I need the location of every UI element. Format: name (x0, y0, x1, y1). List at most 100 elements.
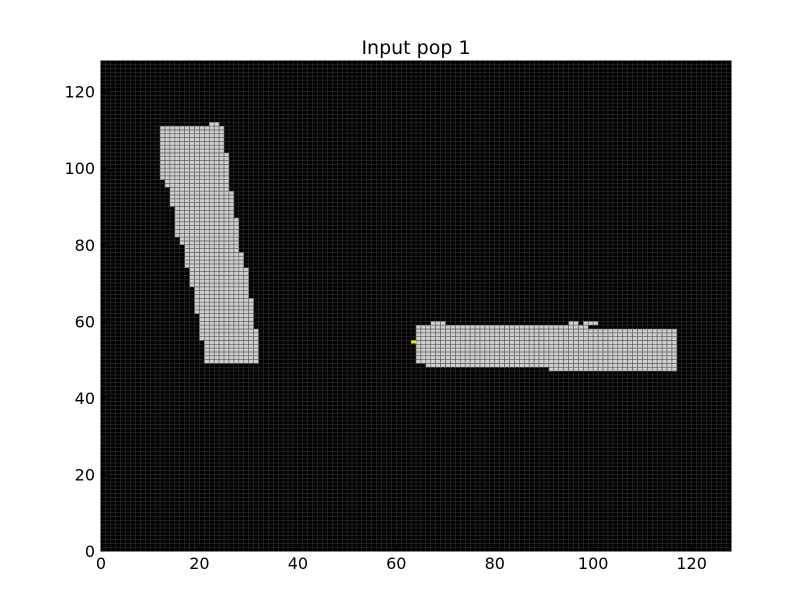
active-cell (578, 336, 584, 341)
active-cell (573, 321, 579, 326)
active-cell (194, 198, 200, 203)
active-cell (543, 347, 550, 353)
active-cell (484, 363, 491, 368)
active-cell (548, 355, 555, 360)
active-cell (223, 275, 230, 280)
y-tick-label: 0 (85, 542, 95, 561)
active-cell (213, 343, 220, 349)
active-cell (204, 240, 210, 246)
active-cell (199, 167, 205, 173)
active-cell (671, 363, 678, 368)
active-cell (233, 232, 240, 238)
active-cell (578, 351, 584, 357)
y-tick-label: 60 (75, 312, 95, 331)
active-cell (612, 332, 619, 337)
active-cell (612, 351, 619, 357)
active-cell (553, 340, 560, 345)
active-cell (415, 328, 422, 334)
active-cell (218, 305, 225, 311)
active-cell (253, 347, 259, 353)
highlighted-cell (411, 340, 416, 344)
active-cell (174, 137, 181, 142)
active-cell (204, 171, 210, 177)
active-cell (218, 187, 225, 192)
active-cell (474, 328, 481, 334)
active-cell (213, 294, 220, 299)
active-cell (563, 363, 569, 368)
y-tick-label: 40 (75, 389, 95, 408)
active-cell (459, 359, 466, 364)
active-cell (233, 240, 240, 246)
active-cell (184, 202, 190, 207)
active-cell (189, 236, 195, 242)
active-cell (189, 133, 195, 138)
active-cell (174, 125, 181, 131)
active-cell (548, 366, 555, 372)
active-cell (494, 336, 500, 341)
active-cell (592, 366, 599, 372)
active-cell (573, 351, 579, 357)
active-cell (164, 133, 171, 138)
active-cell (218, 282, 225, 288)
active-cell (199, 175, 205, 180)
active-cell (228, 347, 235, 353)
active-cell (204, 290, 210, 295)
active-cell (602, 332, 609, 337)
active-cell (651, 347, 658, 353)
active-cell (213, 194, 220, 200)
active-cell (656, 340, 663, 345)
active-cell (243, 313, 249, 318)
active-cell (199, 321, 205, 326)
active-cell (213, 332, 220, 337)
active-cell (425, 343, 432, 349)
active-cell (174, 179, 181, 184)
active-cell (213, 305, 220, 311)
active-cell (213, 217, 220, 223)
active-cell (642, 340, 648, 345)
active-cell (189, 255, 195, 261)
active-cell (223, 209, 230, 215)
active-cell (592, 363, 599, 368)
plot-area (100, 60, 732, 552)
active-cell (174, 213, 181, 219)
active-cell (622, 336, 628, 341)
active-cell (179, 229, 185, 234)
active-cell (627, 351, 633, 357)
active-cell (204, 167, 210, 173)
active-cell (568, 340, 574, 345)
active-cell (233, 301, 240, 307)
active-cell (445, 347, 451, 353)
active-cell (213, 156, 220, 161)
active-cell (204, 183, 210, 188)
active-cell (228, 217, 235, 223)
active-cell (228, 298, 235, 303)
active-cell (548, 359, 555, 364)
active-cell (223, 190, 230, 196)
active-cell (223, 229, 230, 234)
active-cell (199, 194, 205, 200)
active-cell (208, 271, 215, 276)
active-cell (184, 148, 190, 154)
active-cell (218, 317, 225, 322)
active-cell (199, 240, 205, 246)
active-cell (194, 275, 200, 280)
active-cell (538, 351, 545, 357)
active-cell (602, 363, 609, 368)
active-cell (425, 332, 432, 337)
active-cell (194, 129, 200, 135)
active-cell (189, 202, 195, 207)
active-cell (607, 347, 614, 353)
active-cell (602, 343, 609, 349)
active-cell (189, 137, 195, 142)
active-cell (164, 175, 171, 180)
active-cell (174, 190, 181, 196)
active-cell (661, 351, 668, 357)
active-cell (204, 340, 210, 345)
active-cell (184, 198, 190, 203)
active-cell (213, 309, 220, 314)
active-cell (228, 252, 235, 257)
active-cell (218, 332, 225, 337)
active-cell (642, 328, 648, 334)
active-cell (228, 240, 235, 246)
